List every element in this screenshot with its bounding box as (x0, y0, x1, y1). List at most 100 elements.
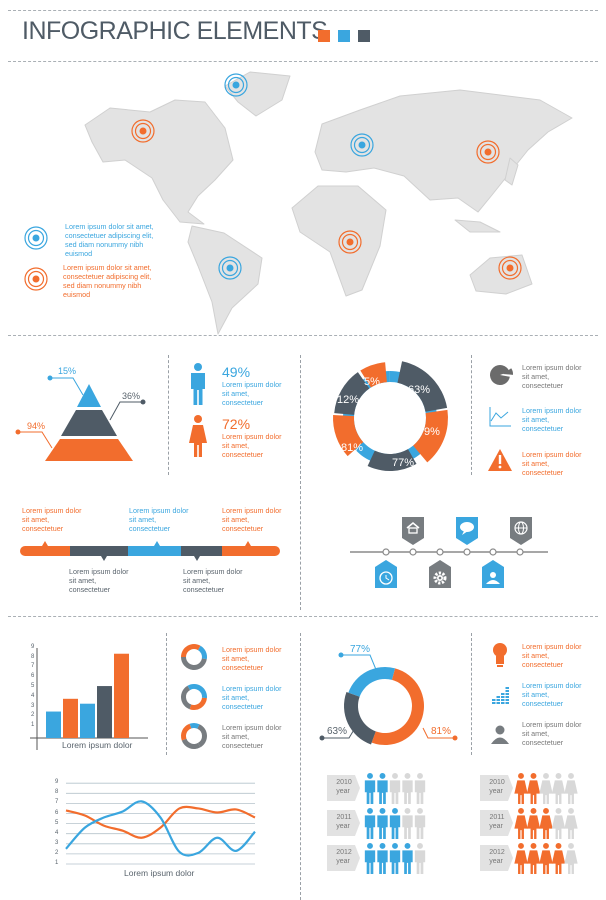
pyramid-top-label: 15% (58, 366, 77, 376)
head (530, 843, 537, 849)
map-legend-text-blue: Lorem ipsum dolor sit amet, consectetuer… (65, 222, 154, 258)
head (392, 773, 398, 779)
line-series (65, 805, 256, 839)
bar (46, 711, 61, 738)
y-tick-label: 1 (31, 722, 35, 729)
year-label: 2011 (336, 814, 352, 821)
timeline-segment (128, 546, 181, 556)
head (379, 773, 386, 779)
man-icon (402, 773, 413, 804)
body (551, 850, 566, 874)
ring-label: 81% (341, 442, 364, 454)
donut-text: Lorem ipsum dolor sit amet, consectetuer (222, 645, 282, 672)
body (514, 815, 528, 839)
leader-dot (338, 652, 344, 658)
timeline-node (463, 548, 471, 556)
small-donut-segment (181, 657, 207, 670)
body (402, 780, 413, 804)
timeline-node (409, 548, 417, 556)
year-tag (480, 810, 513, 836)
year-label: year (489, 788, 503, 795)
head (543, 773, 549, 779)
pie-chart-icon (490, 365, 510, 386)
divider (300, 633, 301, 900)
head (568, 808, 574, 814)
bar-chart-xlabel: Lorem ipsum dolor (62, 740, 133, 750)
marker-dot (226, 264, 234, 272)
ring-label: 63% (408, 384, 431, 396)
marker-ring (24, 226, 48, 250)
head (417, 843, 423, 849)
marker-ring (338, 230, 362, 254)
bar-level-block (501, 699, 505, 701)
man-icon (377, 773, 388, 804)
ring-label: 12% (337, 394, 360, 406)
y-tick-label: 2 (55, 849, 59, 856)
donut-text: Lorem ipsum dolor sit amet, consectetuer (222, 723, 282, 750)
head (367, 843, 373, 849)
bar-level-block (505, 696, 509, 698)
body (377, 815, 388, 839)
bar (80, 703, 95, 738)
woman-icon (539, 773, 553, 804)
body (551, 815, 566, 839)
globe-icon (514, 521, 528, 535)
legend-marker-icon (24, 267, 48, 291)
gear-teeth (433, 571, 447, 585)
head (404, 843, 411, 849)
men-rows (327, 773, 426, 874)
head (518, 808, 524, 814)
pyramid-top (77, 384, 101, 407)
women-rows (480, 773, 578, 874)
year-label: year (489, 858, 503, 865)
timeline-node (516, 548, 524, 556)
divider (471, 633, 472, 755)
woman-icon (551, 808, 566, 839)
body (414, 815, 426, 839)
y-tick-label: 8 (55, 789, 59, 796)
bubble-tail (462, 531, 468, 535)
map-marker-icon (131, 119, 155, 143)
bar-level-block (505, 687, 509, 689)
donut-blue (348, 667, 396, 697)
light-bulb-icon (493, 643, 507, 657)
divider (471, 355, 472, 475)
marker-dot (139, 127, 147, 135)
head (568, 773, 574, 779)
ring-segment (333, 415, 364, 457)
info-text: Lorem ipsum dolor sit amet, consectetuer (522, 406, 582, 433)
info-text: Lorem ipsum dolor sit amet, consectetuer (522, 642, 582, 669)
female-icon (189, 415, 207, 457)
body (402, 850, 413, 874)
map-legend-text-orange: Lorem ipsum dolor sit amet, consectetuer… (63, 263, 152, 299)
small-donut-segment (181, 644, 201, 657)
timeline-pointer (154, 541, 160, 546)
bar-level-block (501, 702, 505, 704)
female-percent: 72% (222, 416, 251, 432)
woman-icon (514, 843, 528, 874)
line-series (65, 800, 256, 857)
man-icon (377, 808, 388, 839)
ring-label: 5% (364, 376, 380, 388)
pyramid-leader (18, 431, 53, 449)
line-chart-icon (489, 407, 511, 427)
body (539, 850, 553, 874)
user-head (490, 572, 496, 578)
man-icon (364, 808, 376, 839)
woman-icon (539, 808, 553, 839)
bar-level-block (505, 702, 509, 704)
speech-bubble-icon (460, 522, 474, 535)
bar-level-block (501, 693, 505, 695)
continent-indonesia (454, 219, 501, 233)
year-label: 2012 (336, 849, 352, 856)
pie-slice (503, 368, 513, 375)
woman-icon (514, 808, 528, 839)
info-text: Lorem ipsum dolor sit amet, consectetuer (522, 681, 582, 708)
year-tag (480, 775, 513, 801)
page-title: INFOGRAPHIC ELEMENTS (22, 17, 328, 45)
marker-dot (232, 81, 240, 89)
pyramid-bottom-label: 94% (27, 421, 46, 431)
year-tag (327, 810, 360, 836)
year-label: year (336, 788, 350, 795)
